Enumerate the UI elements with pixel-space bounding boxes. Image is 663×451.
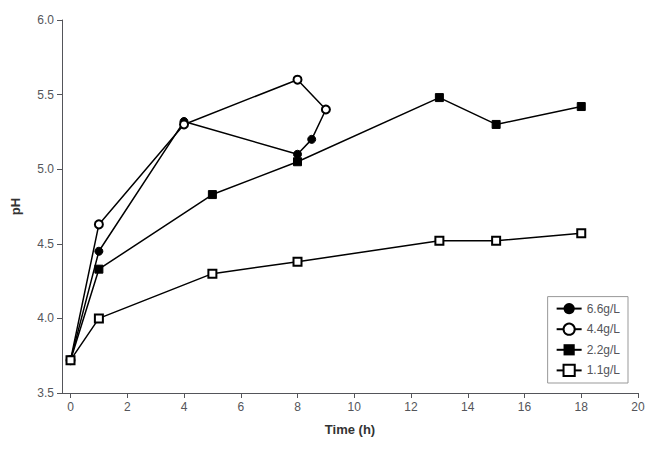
svg-text:4: 4: [181, 400, 188, 414]
svg-text:6: 6: [237, 400, 244, 414]
svg-text:4.0: 4.0: [37, 311, 54, 325]
svg-text:pH: pH: [8, 198, 23, 215]
svg-text:4.5: 4.5: [37, 237, 54, 251]
svg-text:5.0: 5.0: [37, 162, 54, 176]
svg-text:0: 0: [67, 400, 74, 414]
svg-text:2: 2: [124, 400, 131, 414]
svg-text:6.0: 6.0: [37, 13, 54, 27]
svg-text:8: 8: [294, 400, 301, 414]
svg-text:2.2g/L: 2.2g/L: [587, 343, 621, 357]
svg-text:10: 10: [348, 400, 362, 414]
svg-text:6.6g/L: 6.6g/L: [587, 302, 621, 316]
svg-text:5.5: 5.5: [37, 88, 54, 102]
svg-text:12: 12: [404, 400, 418, 414]
svg-text:1.1g/L: 1.1g/L: [587, 363, 621, 377]
svg-text:3.5: 3.5: [37, 386, 54, 400]
svg-text:14: 14: [461, 400, 475, 414]
svg-text:16: 16: [518, 400, 532, 414]
svg-text:Time (h): Time (h): [325, 422, 375, 437]
svg-text:20: 20: [631, 400, 645, 414]
svg-text:4.4g/L: 4.4g/L: [587, 322, 621, 336]
svg-text:18: 18: [575, 400, 589, 414]
